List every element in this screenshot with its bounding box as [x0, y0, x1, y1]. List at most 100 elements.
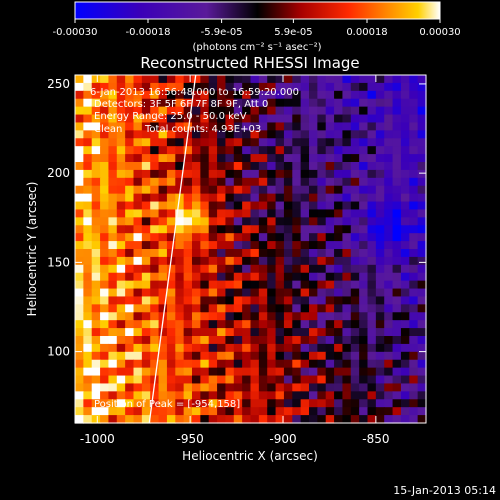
heatmap-cell — [250, 359, 260, 369]
heatmap-cell — [217, 256, 227, 266]
heatmap-cell — [300, 407, 310, 416]
heatmap-cell — [116, 304, 126, 313]
heatmap-cell — [367, 399, 377, 408]
heatmap-cell — [384, 122, 394, 131]
heatmap-cell — [392, 383, 402, 392]
heatmap-cell — [292, 399, 302, 408]
heatmap-cell — [409, 193, 419, 203]
heatmap-cell — [166, 312, 176, 321]
heatmap-cell — [183, 82, 193, 92]
heatmap-cell — [367, 233, 377, 242]
heatmap-cell — [309, 391, 318, 400]
heatmap-cell — [217, 272, 227, 282]
heatmap-cell — [141, 106, 151, 116]
heatmap-cell — [409, 98, 419, 108]
heatmap-cell — [342, 320, 352, 329]
heatmap-cell — [292, 130, 302, 139]
heatmap-cell — [309, 225, 318, 234]
colorbar-tick-label: -5.9e-05 — [201, 27, 243, 38]
heatmap-cell — [409, 359, 419, 369]
heatmap-cell — [367, 217, 377, 226]
heatmap-cell — [359, 217, 369, 226]
heatmap-cell — [400, 106, 410, 116]
heatmap-cell — [91, 312, 101, 321]
heatmap-cell — [392, 415, 402, 424]
heatmap-cell — [267, 106, 277, 116]
heatmap-cell — [75, 391, 84, 400]
heatmap-cell — [100, 146, 110, 155]
heatmap-cell — [141, 312, 151, 321]
heatmap-cell — [400, 336, 410, 345]
heatmap-cell — [375, 233, 385, 242]
heatmap-cell — [175, 241, 185, 250]
heatmap-cell — [409, 162, 419, 171]
heatmap-cell — [225, 217, 235, 226]
heatmap-cell — [208, 90, 218, 100]
heatmap-cell — [375, 130, 385, 139]
heatmap-cell — [317, 201, 327, 211]
heatmap-cell — [392, 256, 402, 266]
heatmap-cell — [267, 225, 277, 234]
heatmap-cell — [141, 280, 151, 290]
heatmap-cell — [75, 367, 84, 377]
heatmap-cell — [100, 114, 110, 124]
heatmap-cell — [141, 154, 151, 163]
heatmap-cell — [175, 169, 185, 179]
heatmap-cell — [258, 122, 268, 131]
heatmap-cell — [91, 90, 101, 100]
heatmap-cell — [116, 154, 126, 163]
heatmap-cell — [133, 185, 143, 195]
heatmap-cell — [400, 383, 410, 392]
heatmap-cell — [400, 367, 410, 377]
heatmap-cell — [225, 328, 235, 337]
heatmap-cell — [200, 130, 210, 139]
heatmap-cell — [75, 296, 84, 305]
heatmap-cell — [141, 264, 151, 274]
heatmap-cell — [417, 280, 427, 290]
heatmap-cell — [359, 264, 369, 274]
heatmap-cell — [91, 201, 101, 211]
heatmap-cell — [342, 201, 352, 211]
heatmap-cell — [417, 90, 427, 100]
heatmap-cell — [292, 407, 302, 416]
heatmap-cell — [267, 399, 277, 408]
heatmap-cell — [133, 407, 143, 416]
heatmap-cell — [342, 399, 352, 408]
heatmap-cell — [116, 90, 126, 100]
heatmap-cell — [242, 320, 252, 329]
heatmap-cell — [100, 288, 110, 298]
heatmap-cell — [175, 154, 185, 163]
heatmap — [75, 75, 427, 424]
heatmap-cell — [359, 154, 369, 163]
heatmap-cell — [375, 407, 385, 416]
heatmap-cell — [125, 162, 135, 171]
heatmap-cell — [242, 185, 252, 195]
heatmap-cell — [409, 336, 419, 345]
heatmap-cell — [417, 209, 427, 218]
heatmap-cell — [208, 225, 218, 234]
heatmap-cell — [108, 375, 118, 385]
heatmap-cell — [309, 114, 318, 124]
heatmap-cell — [116, 193, 126, 203]
heatmap-cell — [350, 138, 360, 147]
heatmap-cell — [217, 312, 227, 321]
heatmap-cell — [317, 304, 327, 313]
heatmap-cell — [108, 154, 118, 163]
heatmap-cell — [91, 138, 101, 147]
heatmap-cell — [141, 415, 151, 424]
heatmap-cell — [283, 241, 293, 250]
heatmap-cell — [342, 217, 352, 226]
heatmap-cell — [283, 367, 293, 377]
heatmap-cell — [258, 146, 268, 155]
heatmap-cell — [350, 169, 360, 179]
x-tick-label: -850 — [362, 432, 389, 446]
heatmap-cell — [300, 391, 310, 400]
heatmap-cell — [375, 383, 385, 392]
heatmap-cell — [409, 375, 419, 385]
heatmap-cell — [175, 114, 185, 124]
heatmap-cell — [225, 391, 235, 400]
heatmap-cell — [125, 272, 135, 282]
heatmap-cell — [75, 90, 84, 100]
heatmap-cell — [334, 162, 344, 171]
heatmap-cell — [334, 296, 344, 305]
